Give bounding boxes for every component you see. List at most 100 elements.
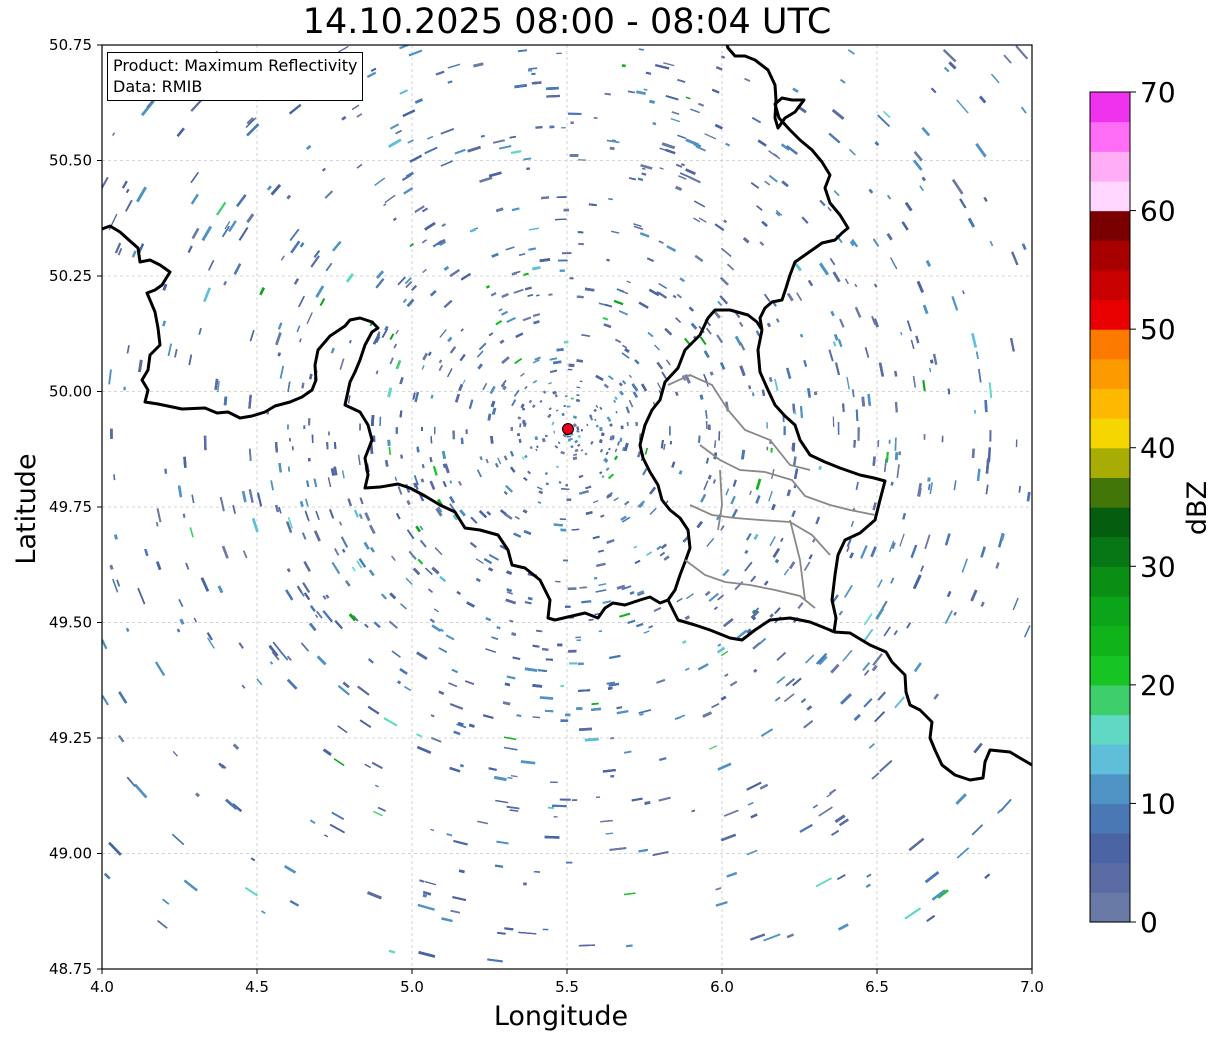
echo-cell (434, 547, 443, 556)
echo-cell (604, 92, 611, 96)
echo-cell (488, 567, 494, 572)
echo-cell (190, 99, 203, 112)
echo-cell (985, 484, 989, 495)
echo-cell (830, 310, 835, 317)
echo-cell (417, 745, 432, 754)
echo-cell (480, 134, 485, 138)
echo-cell (837, 874, 846, 881)
echo-cell (406, 529, 415, 540)
echo-cell (490, 292, 497, 297)
echo-cell (881, 600, 888, 610)
echo-cell (929, 482, 933, 495)
echo-cell (705, 421, 708, 429)
echo-cell (126, 776, 136, 787)
echo-cell (613, 299, 624, 306)
colorbar-segment (1090, 625, 1130, 656)
echo-cell (303, 561, 311, 572)
echo-cell (560, 488, 570, 490)
echo-cell (536, 486, 543, 491)
echo-cell (803, 360, 808, 367)
echo-cell (671, 111, 680, 115)
echo-cell (527, 596, 533, 601)
x-tick-label: 4.5 (245, 978, 269, 996)
echo-cell (515, 332, 524, 338)
echo-cell (402, 109, 416, 117)
echo-cell (445, 634, 455, 641)
echo-cell (637, 591, 645, 597)
echo-cell (622, 516, 631, 523)
echo-cell (574, 448, 579, 453)
echo-cell (942, 49, 957, 63)
echo-cell (285, 589, 294, 601)
echo-cell (164, 468, 168, 474)
echo-cell (123, 386, 126, 391)
echo-cell (576, 707, 583, 711)
colorbar-tick-label: 60 (1140, 195, 1176, 228)
echo-cell (405, 281, 413, 289)
border-be-de (725, 45, 850, 331)
echo-cell (648, 288, 660, 297)
echo-cell (739, 342, 746, 351)
echo-cell (864, 347, 870, 358)
echo-cell (578, 475, 583, 478)
echo-cell (641, 383, 648, 392)
echo-cell (357, 685, 370, 696)
echo-cell (915, 335, 920, 344)
echo-cell (774, 696, 781, 702)
echo-cell (731, 508, 738, 518)
echo-cell (995, 562, 1000, 569)
echo-cell (503, 491, 508, 495)
echo-cell (894, 437, 897, 451)
colorbar-segment (1090, 418, 1130, 449)
echo-cell (331, 240, 342, 252)
echo-cell (784, 693, 795, 703)
echo-cell (595, 404, 599, 408)
echo-cell (534, 436, 538, 441)
echo-cell (408, 550, 417, 560)
echo-cell (631, 383, 639, 392)
echo-cell (457, 721, 464, 726)
echo-cell (638, 848, 649, 853)
echo-cell (116, 579, 121, 587)
echo-cell (868, 743, 875, 749)
echo-cell (652, 122, 657, 126)
echo-cell (157, 920, 168, 929)
echo-cell (221, 545, 229, 559)
echo-cell (658, 796, 671, 802)
echo-cell (622, 344, 628, 349)
echo-cell (575, 636, 581, 639)
echo-cell (420, 427, 423, 431)
echo-cell (709, 371, 714, 376)
echo-cell (983, 196, 988, 202)
echo-cell (863, 628, 874, 642)
echo-cell (721, 247, 732, 257)
echo-cell (524, 385, 528, 390)
echo-cell (315, 285, 325, 298)
echo-cell (422, 890, 432, 896)
echo-cell (894, 370, 898, 377)
echo-cell (316, 655, 327, 666)
echo-cell (599, 448, 604, 453)
echo-cell (829, 258, 836, 266)
echo-cell (171, 833, 185, 846)
echo-cell (300, 642, 310, 652)
echo-cell (768, 150, 781, 160)
echo-cell (730, 495, 736, 505)
echo-cell (303, 425, 306, 430)
echo-cell (722, 569, 730, 577)
echo-cell (961, 558, 968, 573)
echo-cell (537, 501, 542, 504)
echo-cell (533, 320, 540, 325)
echo-cell (596, 562, 606, 568)
echo-cell (719, 295, 728, 305)
echo-cell (889, 257, 898, 270)
echo-cell (400, 603, 407, 610)
echo-cell (571, 528, 580, 531)
echo-cell (685, 667, 690, 671)
echo-cell (670, 117, 681, 123)
echo-cell (833, 190, 840, 197)
border-lu-de (756, 329, 887, 633)
echo-cell (376, 270, 384, 279)
echo-cell (607, 473, 615, 480)
echo-cell (636, 590, 644, 595)
